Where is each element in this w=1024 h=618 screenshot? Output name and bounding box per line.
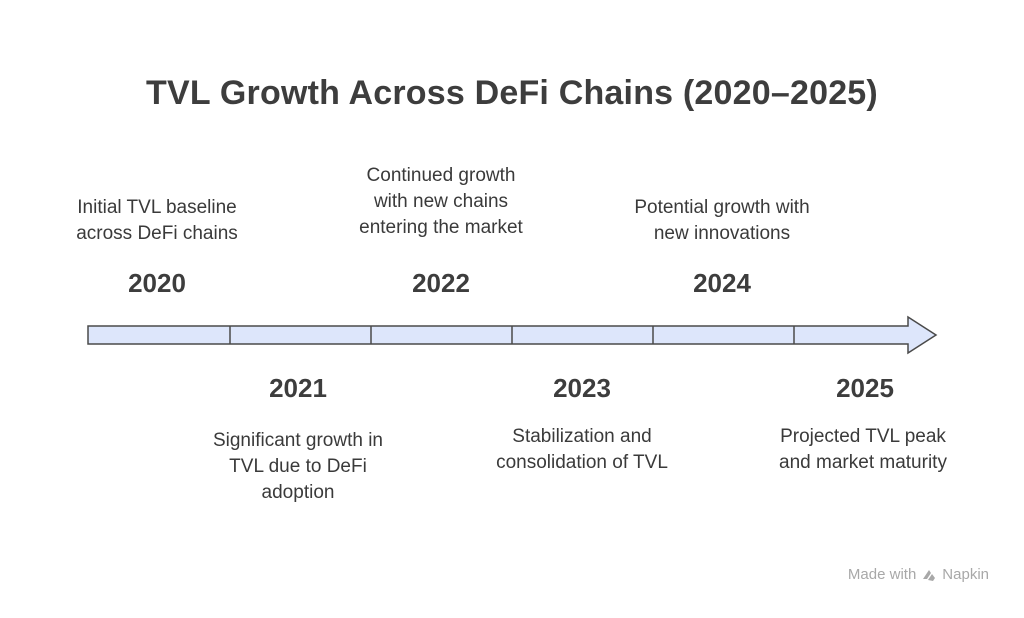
- milestone-description-2024: Potential growth with new innovations: [634, 197, 810, 244]
- milestone-description-2023: Stabilization and consolidation of TVL: [496, 426, 668, 473]
- milestone-year-2025: 2025: [836, 373, 894, 403]
- milestone-description-2020: Initial TVL baseline across DeFi chains: [76, 197, 238, 244]
- milestone-year-2020: 2020: [128, 268, 186, 298]
- milestone-description-2021: Significant growth in TVL due to DeFi ad…: [212, 430, 384, 503]
- milestone-year-2024: 2024: [693, 268, 751, 298]
- diagram-title: TVL Growth Across DeFi Chains (2020–2025…: [146, 74, 878, 112]
- milestone-description-2022: Continued growth with new chains enterin…: [359, 165, 523, 238]
- napkin-logo-icon: [923, 569, 936, 581]
- milestone-year-2022: 2022: [412, 268, 470, 298]
- milestone-year-2023: 2023: [553, 373, 611, 403]
- made-with-label: Made with: [847, 566, 917, 583]
- milestone-description-2025: Projected TVL peak and market maturity: [779, 426, 947, 473]
- milestone-year-2021: 2021: [269, 373, 327, 403]
- made-with-napkin-watermark: Made with Napkin: [848, 566, 989, 583]
- napkin-brand-label: Napkin: [942, 566, 989, 583]
